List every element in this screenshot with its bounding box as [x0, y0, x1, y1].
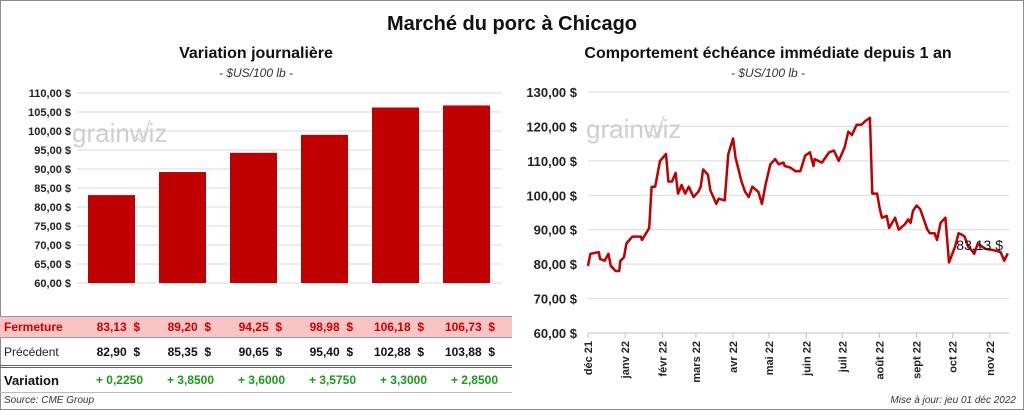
x-tick-label: avr 22 [728, 341, 740, 373]
x-tick-label: juil 23 [448, 298, 483, 300]
row-label: Fermeture [4, 320, 63, 334]
x-tick-label: nov 22 [985, 341, 997, 376]
table-cell: 98,98 $ [309, 320, 353, 334]
price-line [586, 116, 1009, 273]
y-tick-label: 75,00 $ [34, 221, 71, 233]
bar-chart-subtitle: - $US/100 lb - [218, 66, 294, 80]
table-cell: + 2,8500 [450, 373, 498, 387]
watermark-logo: grainwiz [72, 118, 167, 148]
table-cell: + 3,6000 [237, 373, 285, 387]
y-tick-label: 80,00 $ [34, 202, 71, 214]
y-tick-label: 65,00 $ [34, 259, 71, 271]
x-tick-label: déc 21 [583, 341, 595, 375]
bar [443, 105, 490, 284]
table-cell: 106,18 $ [373, 320, 424, 334]
table-cell: 85,35 $ [167, 345, 211, 359]
y-tick-label: 100,00 $ [28, 126, 71, 138]
bar [372, 107, 419, 284]
row-label: Précédent [4, 345, 59, 359]
table-cell: 103,88 $ [444, 345, 495, 359]
x-tick-label: juin 22 [801, 341, 813, 377]
x-tick-label: mai 23 [306, 298, 344, 300]
x-tick-label: mars 22 [691, 341, 703, 383]
y-tick-label: 70,00 $ [34, 240, 71, 252]
y-tick-label: 100,00 $ [526, 188, 577, 203]
table-cell: 82,90 $ [96, 345, 140, 359]
source-note: Source: CME Group [4, 395, 95, 406]
x-tick-label: juin 23 [375, 298, 414, 300]
last-value-label: 83,13 $ [956, 237, 1003, 253]
bar [301, 134, 348, 283]
table-cell: 89,20 $ [167, 320, 211, 334]
table-cell: 94,25 $ [238, 320, 282, 334]
y-tick-label: 90,00 $ [34, 164, 71, 176]
x-tick-label: janv 22 [620, 341, 632, 379]
y-tick-label: 105,00 $ [28, 107, 71, 119]
bar [88, 195, 135, 283]
y-tick-label: 110,00 $ [29, 88, 71, 100]
row-label: Variation [4, 373, 59, 388]
x-tick-label: sept 22 [912, 341, 924, 379]
double-divider [0, 365, 512, 368]
update-note: Mise à jour: jeu 01 déc 2022 [890, 395, 1016, 406]
table-cell: 83,13 $ [96, 320, 140, 334]
y-tick-label: 60,00 $ [34, 278, 71, 290]
table-row: Variation + 0,2250 + 3,8500 + 3,6000 + 3,575… [0, 370, 512, 391]
x-tick-label: févr 23 [163, 298, 202, 300]
divider [0, 337, 512, 338]
watermark-arrow-icon [647, 115, 665, 140]
y-tick-label: 60,00 $ [534, 326, 578, 341]
x-tick-label: déc 22 [93, 298, 131, 300]
x-tick-label: août 22 [874, 341, 886, 380]
y-tick-label: 90,00 $ [534, 223, 578, 238]
y-tick-label: 70,00 $ [534, 292, 578, 307]
table-row: Précédent 82,90 $ 85,35 $ 90,65 $ 95,40 $ 102… [0, 342, 512, 363]
table-cell: + 3,8500 [166, 373, 214, 387]
table-row: Fermeture 83,13 $ 89,20 $ 94,25 $ 98,98 $ 106… [0, 317, 512, 338]
bar [230, 152, 277, 283]
table-cell: 106,73 $ [444, 320, 495, 334]
bar-chart-title: Variation journalière [179, 45, 333, 62]
y-tick-label: 85,00 $ [34, 183, 71, 195]
bar [159, 172, 206, 283]
x-tick-label: mai 22 [764, 341, 776, 375]
page-title: Marché du porc à Chicago [386, 13, 638, 35]
table-cell: 102,88 $ [373, 345, 424, 359]
line-chart-title: Comportement échéance immédiate depuis 1… [584, 45, 952, 62]
table-cell: + 3,5750 [308, 373, 356, 387]
bar-chart: 60,00 $ 65,00 $ 70,00 $ 75,00 $ 80,00 $ 85,00… [28, 88, 502, 300]
table-cell: + 0,2250 [95, 373, 143, 387]
y-tick-label: 130,00 $ [526, 85, 577, 100]
x-tick-label: juil 22 [837, 341, 849, 373]
x-tick-label: oct 22 [948, 341, 960, 373]
watermark-arrow-icon [133, 119, 151, 144]
y-tick-label: 110,00 $ [527, 154, 578, 169]
y-tick-label: 80,00 $ [534, 257, 578, 272]
table-cell: + 3,3000 [379, 373, 427, 387]
watermark-logo: grainwiz [586, 114, 681, 144]
line-chart-subtitle: - $US/100 lb - [730, 66, 806, 80]
divider [0, 316, 512, 317]
line-chart: 60,00 $ 70,00 $ 80,00 $ 90,00 $ 100,00 $ 110,… [526, 85, 1009, 383]
y-tick-label: 95,00 $ [34, 145, 71, 157]
x-tick-label: avr 23 [236, 298, 271, 300]
table-cell: 90,65 $ [238, 345, 282, 359]
table-cell: 95,40 $ [309, 345, 353, 359]
y-tick-label: 120,00 $ [526, 119, 577, 134]
divider [0, 392, 512, 393]
x-tick-label: févr 22 [657, 341, 669, 376]
